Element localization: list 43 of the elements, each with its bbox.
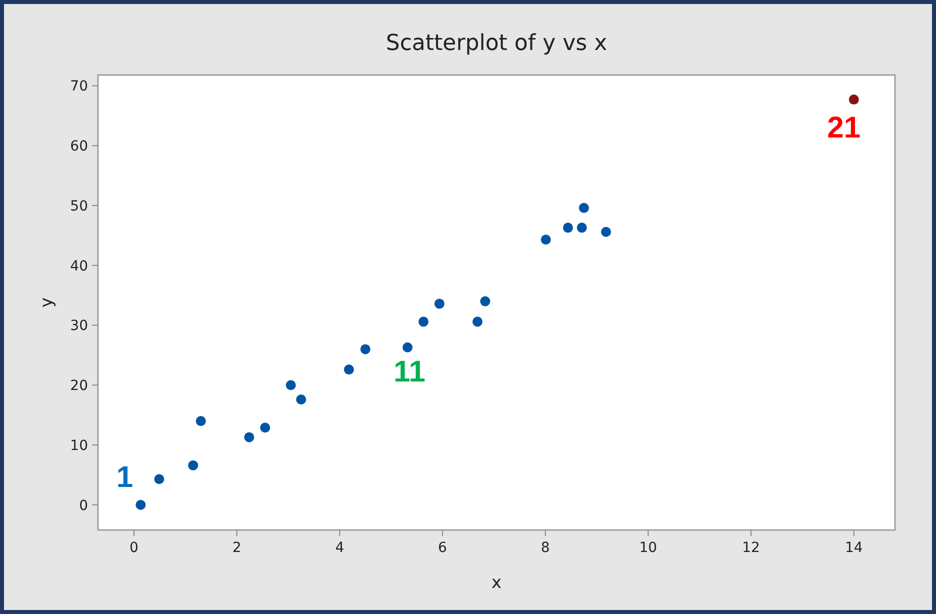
point bbox=[344, 364, 354, 375]
x-tick-label: 10 bbox=[639, 540, 658, 556]
point bbox=[472, 316, 482, 327]
annotation: 1 bbox=[116, 460, 134, 494]
point bbox=[418, 316, 428, 327]
point bbox=[154, 474, 164, 484]
point bbox=[296, 394, 306, 404]
point bbox=[434, 298, 444, 309]
point bbox=[601, 226, 612, 237]
point bbox=[848, 94, 859, 105]
x-tick-label: 6 bbox=[438, 540, 448, 556]
point bbox=[402, 342, 413, 352]
y-tick-label: 30 bbox=[70, 318, 88, 334]
x-axis-title: x bbox=[491, 573, 502, 593]
x-tick-label: 2 bbox=[232, 540, 242, 556]
y-tick-label: 50 bbox=[70, 198, 88, 214]
point bbox=[576, 222, 587, 233]
y-tick-label: 20 bbox=[70, 378, 88, 394]
point bbox=[360, 344, 370, 354]
x-tick-label: 8 bbox=[540, 540, 550, 556]
annotation: 11 bbox=[394, 355, 426, 388]
y-tick-label: 60 bbox=[70, 138, 88, 155]
point bbox=[244, 432, 254, 442]
x-tick-label: 14 bbox=[844, 540, 863, 556]
point bbox=[480, 296, 490, 306]
point bbox=[578, 202, 589, 213]
annotation: 21 bbox=[827, 112, 861, 145]
point bbox=[260, 422, 270, 433]
point bbox=[196, 416, 206, 426]
y-tick-label: 0 bbox=[79, 498, 88, 514]
point bbox=[562, 222, 573, 233]
y-axis-title: y bbox=[37, 297, 57, 308]
chart-title: Scatterplot of y vs x bbox=[386, 31, 608, 56]
y-tick-label: 70 bbox=[70, 78, 88, 95]
point bbox=[136, 500, 146, 510]
y-tick-label: 10 bbox=[70, 438, 88, 454]
point bbox=[188, 460, 198, 470]
y-tick-label: 40 bbox=[70, 258, 88, 274]
x-tick-label: 12 bbox=[742, 540, 760, 556]
x-tick-label: 0 bbox=[130, 540, 138, 556]
point bbox=[286, 380, 296, 390]
x-tick-label: 4 bbox=[335, 540, 344, 556]
point bbox=[540, 234, 551, 245]
